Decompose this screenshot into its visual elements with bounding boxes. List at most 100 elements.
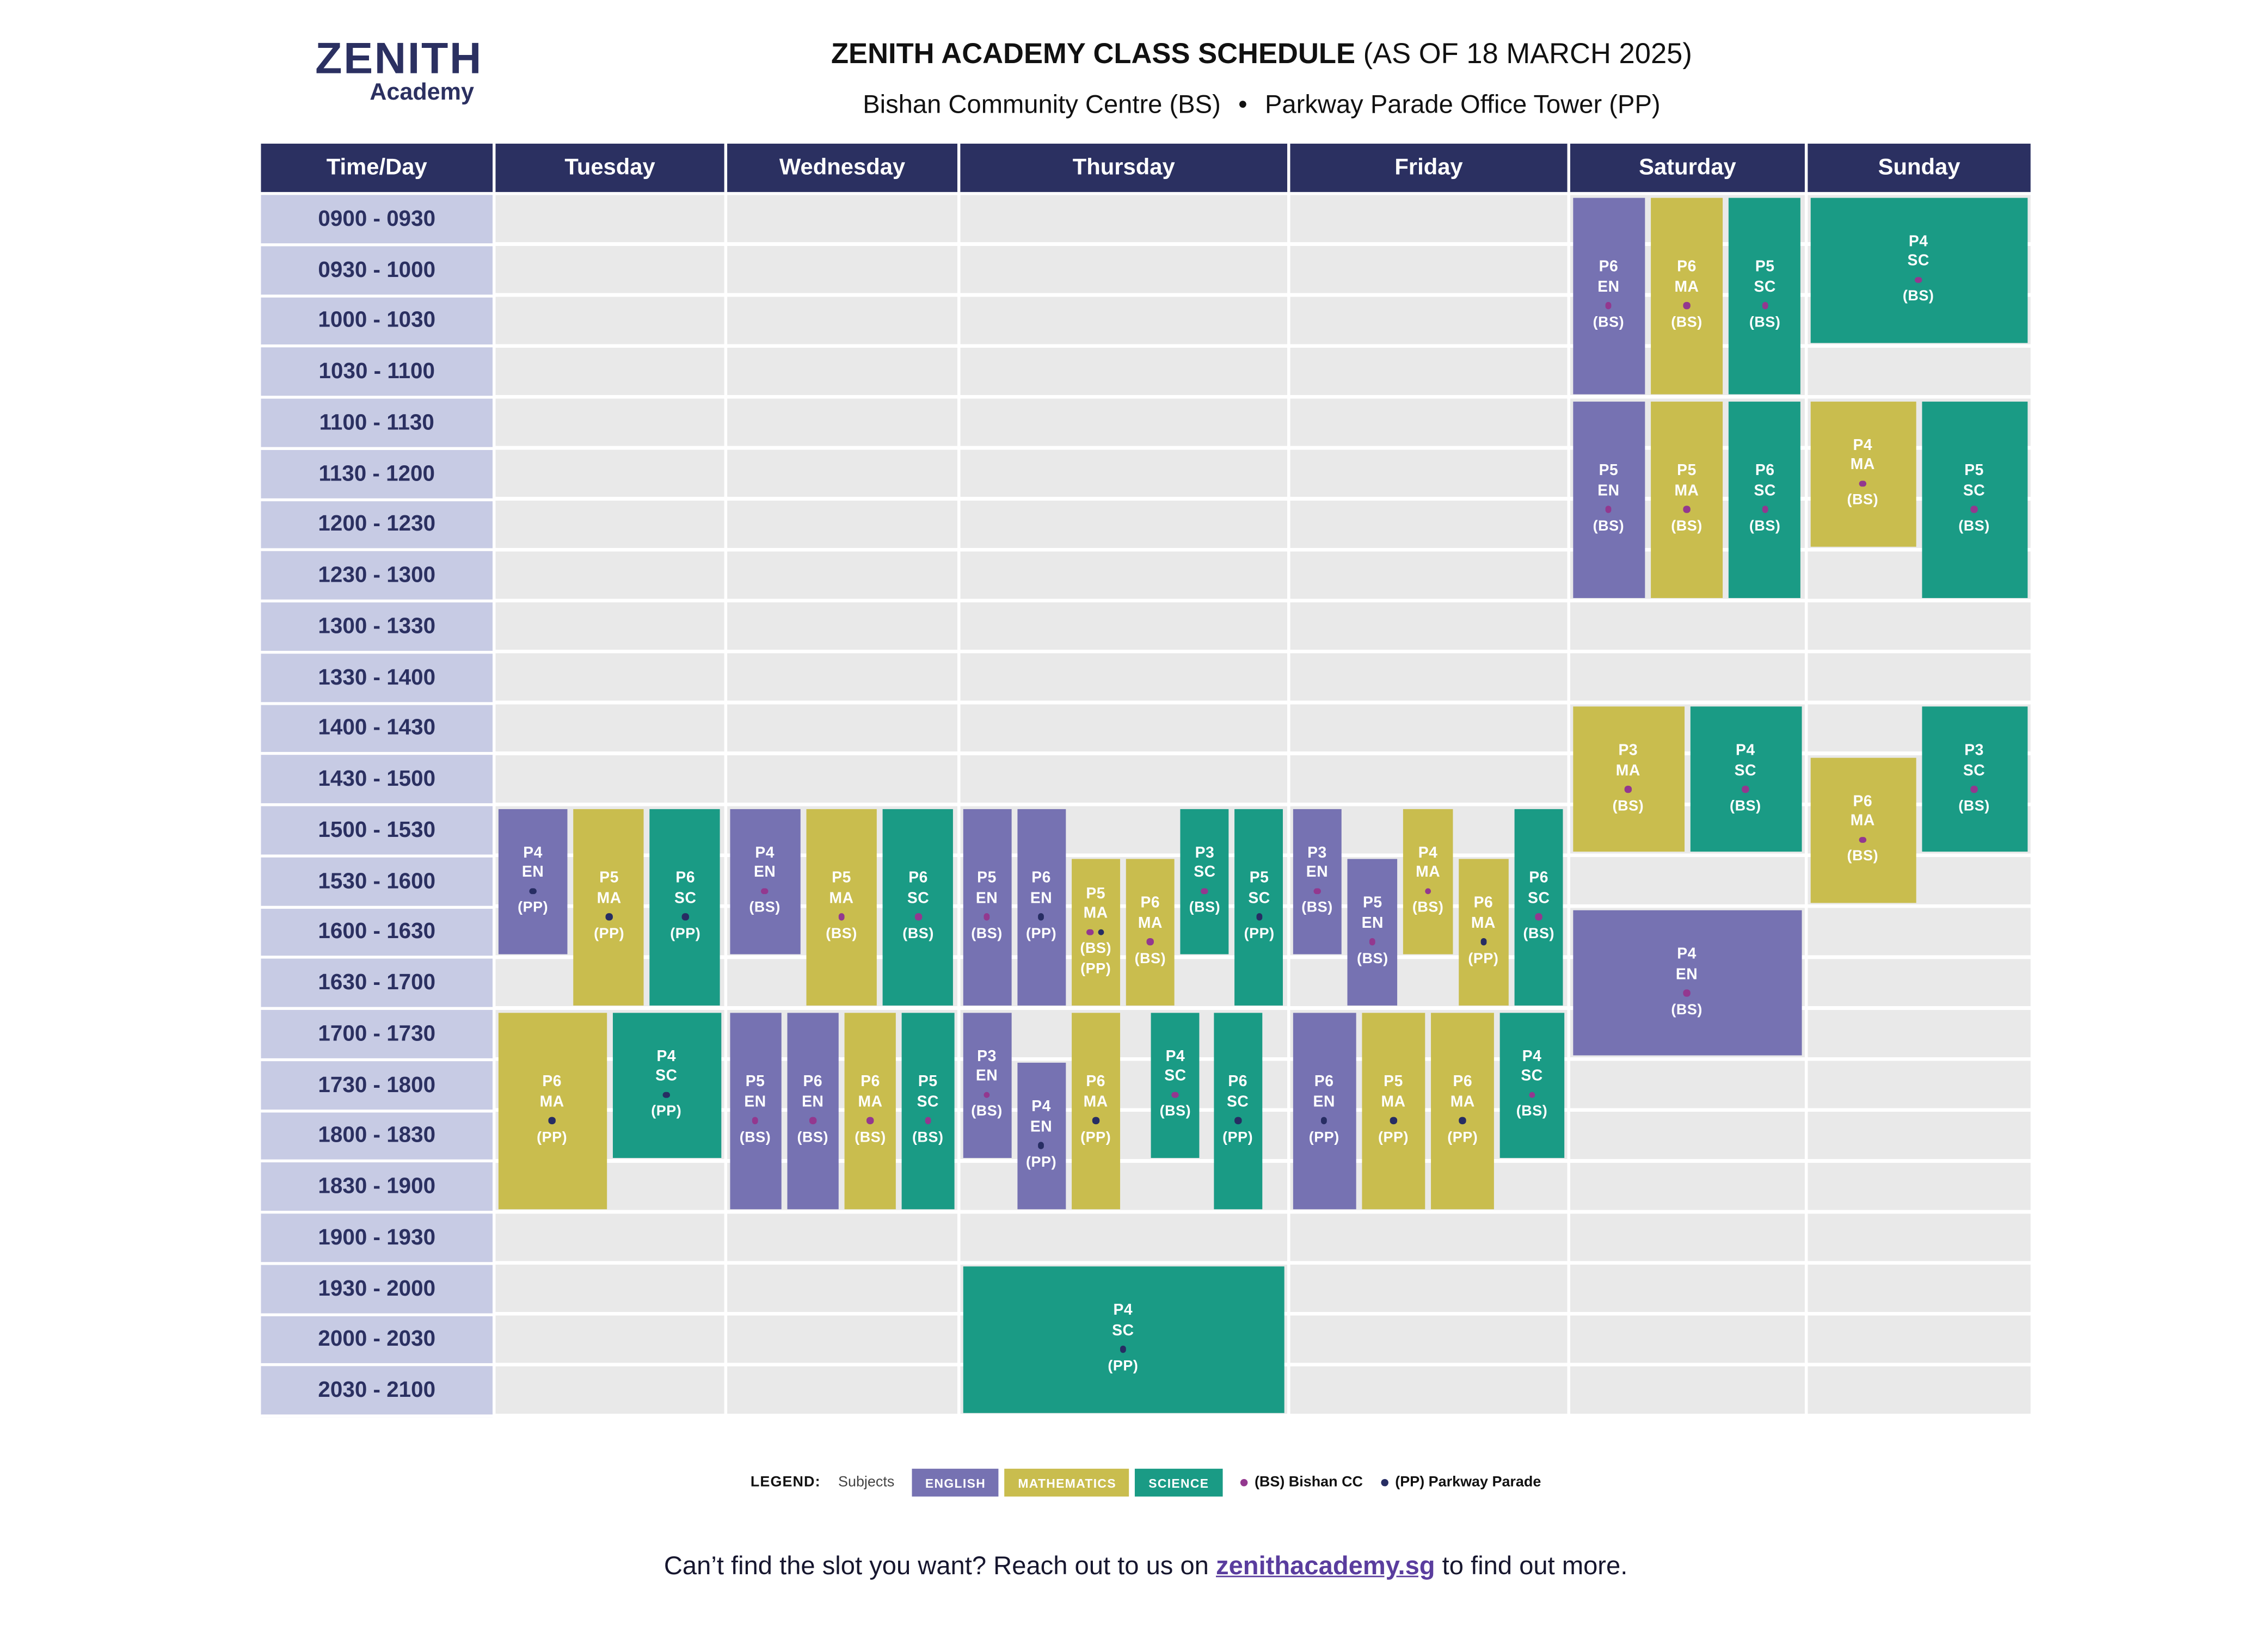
class-location: (BS) (1671, 314, 1702, 331)
class-location: (BS) (1671, 518, 1702, 534)
legend-chip-english: ENGLISH (912, 1469, 999, 1497)
class-block-p3-ma: P3 MA (BS) (1572, 706, 1684, 852)
class-level: P5 (1384, 1073, 1403, 1091)
class-block-p3-en: P3 EN (BS) (962, 1012, 1011, 1158)
class-block-p4-sc: P4 SC (BS) (1810, 197, 2027, 343)
day-header-sunday: Sunday (1804, 143, 2031, 192)
class-location: (BS) (1958, 518, 1990, 534)
class-level: P4 (1031, 1098, 1051, 1116)
class-location: (BS) (749, 900, 780, 916)
location-dots (1622, 781, 1633, 797)
time-cell: 1730 - 1800 (261, 1061, 493, 1112)
location-dot-pp (1120, 1346, 1127, 1353)
location-dots (1170, 1087, 1181, 1102)
legend-pp: (PP) Parkway Parade (1380, 1475, 1541, 1490)
day-column-sunday: P4 SC (BS) P4 MA (BS) P5 SC (BS) P3 SC (BS) P6 MA (BS) (1804, 195, 2031, 1418)
class-level: P6 (1473, 895, 1493, 913)
class-location: (BS) (1593, 518, 1625, 534)
class-level: P6 (861, 1073, 880, 1091)
class-location: (PP) (1108, 1358, 1139, 1375)
location-dot-bs (1971, 506, 1978, 513)
location-dots (981, 1087, 992, 1102)
page-title: ZENITH ACADEMY CLASS SCHEDULE (AS OF 18 … (493, 38, 2031, 72)
day-column-wednesday: P4 EN (BS) P5 MA (BS) P6 SC (BS) P5 EN (BS) P6 EN (BS)… (724, 195, 957, 1418)
location-dots (546, 1113, 557, 1128)
class-subject: EN (1313, 1093, 1335, 1111)
class-subject: MA (1416, 863, 1441, 882)
class-location: (BS) (1958, 798, 1990, 815)
location-dots (1913, 272, 1924, 287)
table-header-row: Time/Day Tuesday Wednesday Thursday Friday S… (261, 143, 2031, 192)
location-dots (1232, 1113, 1243, 1128)
class-subject: MA (1674, 278, 1699, 295)
class-level: P6 (1755, 461, 1775, 479)
location-dot-bs (809, 1117, 816, 1124)
time-cell: 2030 - 2100 (261, 1366, 493, 1418)
class-block-p6-ma: P6 MA (PP) (1431, 1012, 1495, 1209)
class-location: (PP) (1378, 1129, 1409, 1146)
class-level: P6 (1086, 1073, 1106, 1091)
class-level: P5 (1677, 461, 1697, 479)
time-cell: 1800 - 1830 (261, 1112, 493, 1163)
location-dot-bs (983, 913, 991, 920)
class-block-p5-sc: P5 SC (BS) (1921, 400, 2027, 597)
location-dots (1857, 476, 1868, 491)
time-cell: 1100 - 1130 (261, 398, 493, 450)
class-level: P6 (1853, 792, 1873, 811)
class-block-p4-en: P4 EN (PP) (497, 808, 568, 954)
location-dot-bs (1625, 786, 1632, 793)
class-location: (BS) (971, 1104, 1003, 1120)
class-level: P3 (1195, 843, 1215, 861)
class-location-2: (PP) (1080, 961, 1111, 977)
class-subject: MA (1615, 761, 1640, 780)
class-location: (PP) (518, 900, 549, 916)
location-dot-pp (1320, 1117, 1327, 1124)
class-subject: EN (1030, 1118, 1053, 1136)
time-column: 0900 - 0930 0930 - 1000 1000 - 1030 1030 - … (261, 195, 493, 1418)
location-dots (923, 1113, 933, 1128)
location-dot-bs (1761, 301, 1768, 309)
class-level: P4 (1908, 232, 1928, 250)
website-link[interactable]: zenithacademy.sg (1216, 1550, 1435, 1580)
location-dot-bs (1201, 888, 1208, 895)
location-dots (1760, 298, 1771, 313)
class-level: P4 (1113, 1302, 1133, 1320)
time-cell: 1930 - 2000 (261, 1264, 493, 1316)
class-location: (BS) (797, 1129, 829, 1146)
class-subject: EN (753, 863, 776, 882)
class-subject: SC (1528, 889, 1550, 907)
location-dot-bs (1915, 276, 1922, 284)
location-dot-pp (1480, 938, 1487, 946)
time-cell: 1500 - 1530 (261, 806, 493, 858)
legend-chip-mathematics: MATHEMATICS (1005, 1469, 1130, 1497)
location-dot-bs (1535, 913, 1542, 920)
location-dots (1423, 883, 1434, 898)
class-location: (PP) (1447, 1129, 1478, 1146)
location-dots (661, 1087, 672, 1102)
class-block-p6-sc: P6 SC (BS) (882, 808, 954, 1005)
header-titles: ZENITH ACADEMY CLASS SCHEDULE (AS OF 18 … (493, 38, 2031, 120)
class-location: (BS) (1301, 900, 1333, 916)
class-level: P4 (1418, 843, 1438, 861)
location-pp-label: Parkway Parade Office Tower (PP) (1264, 89, 1661, 119)
class-location: (BS) (1357, 951, 1388, 968)
class-subject: EN (1597, 278, 1620, 295)
day-header-friday: Friday (1287, 143, 1568, 192)
class-subject: MA (1471, 914, 1496, 932)
pp-dot-icon (1380, 1478, 1388, 1487)
class-subject: EN (1306, 863, 1329, 882)
location-dot-pp (1234, 1117, 1241, 1124)
location-dot-pp (1256, 913, 1263, 920)
location-dot-bs (1528, 1091, 1535, 1098)
class-subject: MA (1083, 904, 1108, 922)
location-dots (1681, 985, 1692, 1001)
day-header-tuesday: Tuesday (493, 143, 724, 192)
class-block-p5-ma: P5 MA (PP) (1361, 1012, 1425, 1209)
class-location: (BS) (1134, 951, 1166, 968)
class-location: (BS) (912, 1129, 944, 1146)
footer-text-post: to find out more. (1435, 1550, 1628, 1580)
class-subject: SC (1907, 252, 1929, 270)
class-level: P5 (599, 869, 619, 887)
location-dots (981, 909, 992, 924)
location-dot-bs (1369, 938, 1376, 946)
